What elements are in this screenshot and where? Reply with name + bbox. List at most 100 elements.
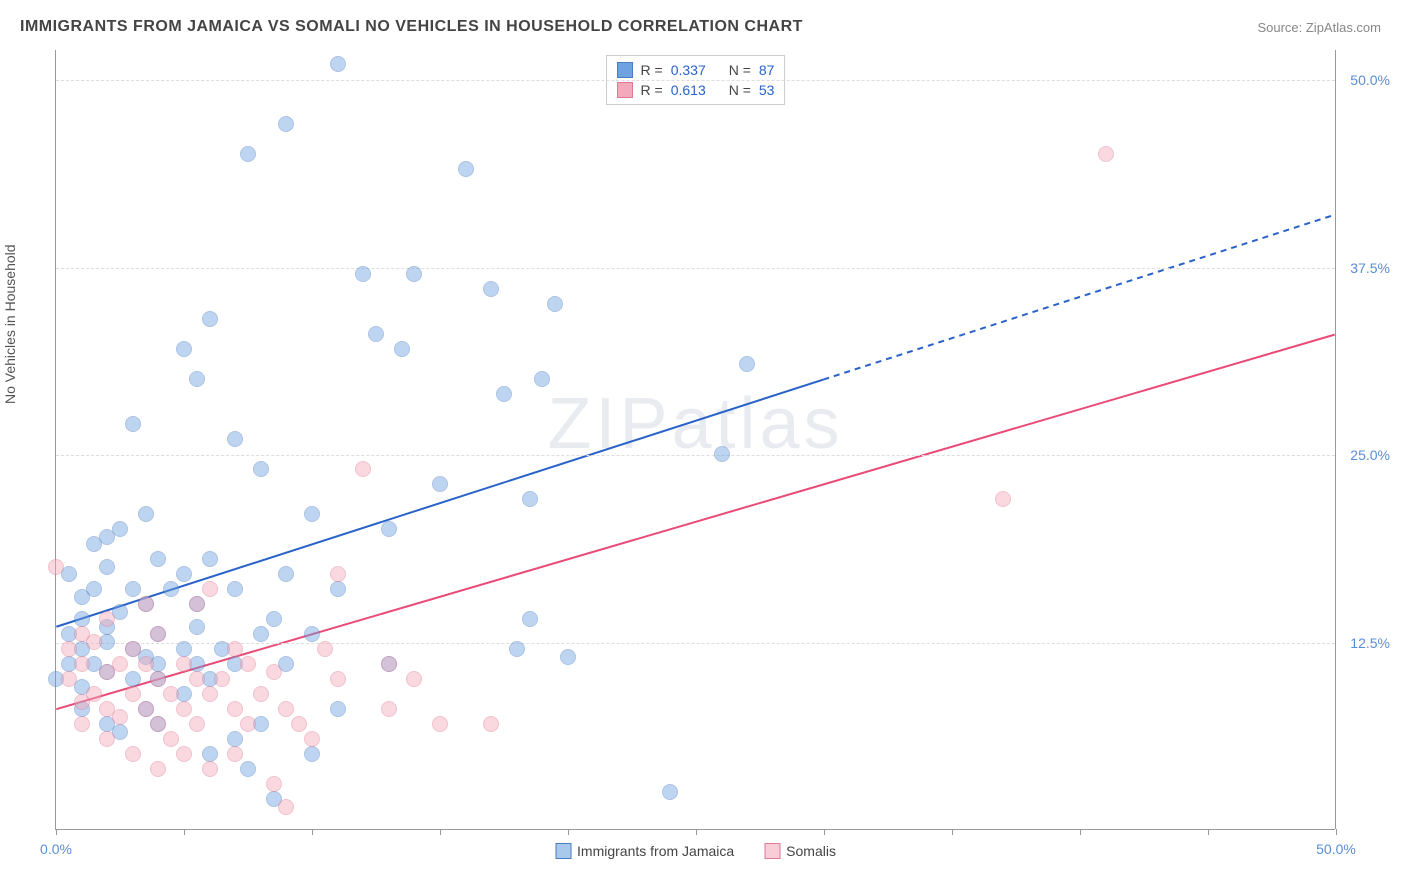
scatter-point [150,671,166,687]
scatter-point [253,686,269,702]
scatter-point [278,701,294,717]
chart-right-border [1335,50,1336,829]
scatter-point [368,326,384,342]
scatter-point [355,266,371,282]
scatter-point [432,476,448,492]
scatter-point [662,784,678,800]
legend-r-value: 0.337 [671,62,721,78]
source-label: Source: [1257,20,1305,35]
scatter-point [227,746,243,762]
scatter-point [522,611,538,627]
scatter-point [163,731,179,747]
trend-lines-layer [56,50,1335,829]
scatter-point [189,371,205,387]
scatter-point [61,671,77,687]
legend-swatch [555,843,571,859]
x-tick [1080,829,1081,835]
y-tick-label: 50.0% [1350,72,1390,88]
scatter-point [240,146,256,162]
scatter-point [150,551,166,567]
scatter-point [150,626,166,642]
trend-line-solid [56,335,1334,710]
y-axis-label: No Vehicles in Household [2,244,18,404]
gridline [56,268,1335,269]
scatter-point [266,776,282,792]
y-tick-label: 12.5% [1350,635,1390,651]
scatter-point [483,281,499,297]
scatter-point [522,491,538,507]
watermark-text: ZIPatlas [547,383,843,465]
x-tick [56,829,57,835]
x-tick-label: 0.0% [40,841,72,857]
scatter-point [176,746,192,762]
scatter-point [381,701,397,717]
scatter-point [86,634,102,650]
scatter-point [125,581,141,597]
scatter-point [227,641,243,657]
scatter-point [150,716,166,732]
scatter-point [330,581,346,597]
scatter-point [189,596,205,612]
legend-correlation-row: R =0.613N =53 [617,80,775,100]
x-tick-label: 50.0% [1316,841,1356,857]
legend-series-label: Immigrants from Jamaica [577,843,734,859]
scatter-point [86,686,102,702]
scatter-point [202,581,218,597]
scatter-point [278,799,294,815]
scatter-point [304,746,320,762]
scatter-point [330,56,346,72]
scatter-point [1098,146,1114,162]
scatter-point [112,521,128,537]
scatter-point [125,416,141,432]
scatter-point [240,656,256,672]
scatter-point [86,581,102,597]
legend-r-value: 0.613 [671,82,721,98]
scatter-point [253,461,269,477]
legend-correlation-row: R =0.337N =87 [617,60,775,80]
x-tick [184,829,185,835]
scatter-point [278,566,294,582]
legend-series-item: Immigrants from Jamaica [555,843,734,859]
scatter-point [330,671,346,687]
scatter-point [227,701,243,717]
scatter-point [125,641,141,657]
scatter-point [317,641,333,657]
legend-swatch [764,843,780,859]
scatter-point [240,716,256,732]
y-tick-label: 37.5% [1350,260,1390,276]
x-tick [696,829,697,835]
source-attribution: Source: ZipAtlas.com [1257,20,1381,35]
gridline [56,455,1335,456]
legend-r-label: R = [641,82,663,98]
scatter-point [189,716,205,732]
scatter-point [176,566,192,582]
scatter-point [150,761,166,777]
scatter-point [227,431,243,447]
gridline [56,643,1335,644]
source-name: ZipAtlas.com [1306,20,1381,35]
scatter-point [74,611,90,627]
scatter-point [355,461,371,477]
scatter-point [253,626,269,642]
scatter-point [227,581,243,597]
x-tick [312,829,313,835]
scatter-point [266,611,282,627]
scatter-point [99,611,115,627]
scatter-point [74,656,90,672]
scatter-point [483,716,499,732]
legend-n-value: 53 [759,82,775,98]
scatter-point [138,656,154,672]
scatter-point [381,521,397,537]
scatter-point [125,746,141,762]
scatter-point [278,116,294,132]
scatter-point [202,761,218,777]
scatter-point [304,626,320,642]
scatter-point [61,641,77,657]
scatter-point [112,656,128,672]
legend-series-label: Somalis [786,843,836,859]
scatter-point [995,491,1011,507]
scatter-point [202,686,218,702]
scatter-point [714,446,730,462]
scatter-point [739,356,755,372]
x-tick [1336,829,1337,835]
